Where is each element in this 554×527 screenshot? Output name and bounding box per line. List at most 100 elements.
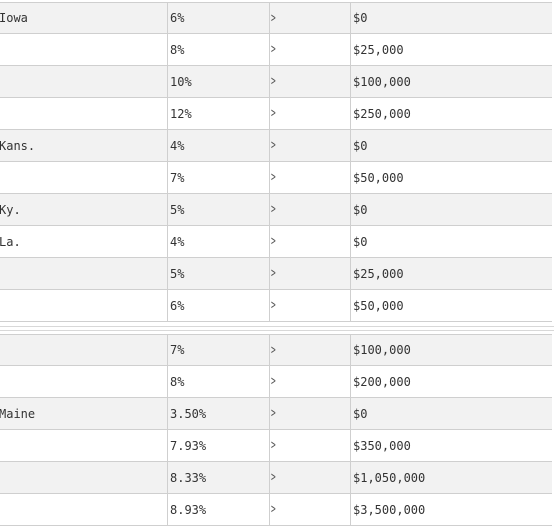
operator-cell-text: > <box>271 10 276 26</box>
rate-cell: 6% <box>167 3 269 33</box>
operator-cell-text: > <box>271 342 276 358</box>
operator-cell: > <box>269 366 350 397</box>
state-cell <box>0 258 167 289</box>
operator-cell: > <box>269 398 350 429</box>
state-cell <box>0 162 167 193</box>
state-cell: Kans. <box>0 130 167 161</box>
rate-cell: 8.33% <box>167 462 269 493</box>
operator-cell: > <box>269 462 350 493</box>
bracket-amount-cell: $250,000 <box>350 98 552 129</box>
operator-cell-text: > <box>271 470 276 485</box>
operator-cell-text: > <box>271 42 276 57</box>
state-cell-text: Ky. <box>0 202 21 217</box>
state-cell <box>0 366 167 397</box>
rate-cell-text: 3.50% <box>170 406 207 421</box>
state-cell-text: Kans. <box>0 138 36 153</box>
state-cell <box>0 494 167 525</box>
rate-cell-text: 6% <box>170 11 185 25</box>
operator-cell: > <box>269 98 350 129</box>
table-row: 5% > $25,000 <box>0 258 552 290</box>
operator-cell-text: > <box>271 202 276 217</box>
table-row: Ky. 5% > $0 <box>0 194 552 226</box>
operator-cell: > <box>269 335 350 365</box>
bracket-amount-cell-text: $0 <box>353 406 368 421</box>
bracket-amount-cell-text: $50,000 <box>353 170 404 185</box>
table-row: 12% > $250,000 <box>0 98 552 130</box>
table-row: 8.33% > $1,050,000 <box>0 462 552 494</box>
bracket-amount-cell: $3,500,000 <box>350 494 552 525</box>
bracket-amount-cell: $25,000 <box>350 34 552 65</box>
rate-cell-text: 8.93% <box>170 502 207 517</box>
bracket-amount-cell-text: $200,000 <box>353 374 411 389</box>
bracket-amount-cell-text: $350,000 <box>353 438 411 453</box>
operator-cell: > <box>269 162 350 193</box>
rate-cell-text: 7% <box>170 170 185 185</box>
state-cell-text: La. <box>0 234 21 249</box>
tax-table-top: Iowa 6% > $0 8% > $25,000 10% > $100,000 12% > $250,… <box>0 2 552 322</box>
rate-cell: 8% <box>167 34 269 65</box>
operator-cell-text: > <box>271 170 276 185</box>
operator-cell-text: > <box>271 234 276 249</box>
bracket-amount-cell: $350,000 <box>350 430 552 461</box>
rate-cell-text: 10% <box>170 74 192 89</box>
rate-cell-text: 7.93% <box>170 438 207 453</box>
bracket-amount-cell-text: $0 <box>353 202 368 217</box>
bracket-amount-cell: $0 <box>350 194 552 225</box>
operator-cell: > <box>269 130 350 161</box>
operator-cell-text: > <box>271 406 276 421</box>
state-cell <box>0 98 167 129</box>
operator-cell: > <box>269 258 350 289</box>
operator-cell: > <box>269 226 350 257</box>
rate-cell: 12% <box>167 98 269 129</box>
tax-table-bottom: 7% > $100,000 8% > $200,000 Maine 3.50% > $0 7.93%… <box>0 334 552 526</box>
bracket-amount-cell: $0 <box>350 398 552 429</box>
operator-cell: > <box>269 290 350 321</box>
table-row: 8% > $200,000 <box>0 366 552 398</box>
rate-cell: 5% <box>167 194 269 225</box>
state-cell <box>0 34 167 65</box>
bracket-amount-cell-text: $0 <box>353 11 368 25</box>
table-row: 8% > $25,000 <box>0 34 552 66</box>
operator-cell: > <box>269 494 350 525</box>
rate-cell: 7.93% <box>167 430 269 461</box>
state-cell <box>0 290 167 321</box>
rate-cell-text: 8.33% <box>170 470 207 485</box>
operator-cell-text: > <box>271 502 276 517</box>
rate-cell: 4% <box>167 130 269 161</box>
rate-cell: 8.93% <box>167 494 269 525</box>
operator-cell: > <box>269 430 350 461</box>
table-row: Kans. 4% > $0 <box>0 130 552 162</box>
bracket-amount-cell-text: $0 <box>353 234 368 249</box>
table-page-break <box>0 322 554 334</box>
operator-cell: > <box>269 66 350 97</box>
rate-cell-text: 7% <box>170 343 185 357</box>
bracket-amount-cell-text: $50,000 <box>353 298 404 313</box>
rate-cell-text: 6% <box>170 298 185 313</box>
bracket-amount-cell-text: $25,000 <box>353 266 404 281</box>
operator-cell: > <box>269 34 350 65</box>
operator-cell-text: > <box>271 74 276 89</box>
state-cell-text: Iowa <box>0 11 28 25</box>
operator-cell-text: > <box>271 374 276 389</box>
bracket-amount-cell: $25,000 <box>350 258 552 289</box>
table-row: Maine 3.50% > $0 <box>0 398 552 430</box>
operator-cell: > <box>269 3 350 33</box>
table-row: 6% > $50,000 <box>0 290 552 322</box>
table-row: 10% > $100,000 <box>0 66 552 98</box>
rate-cell: 5% <box>167 258 269 289</box>
table-row: Iowa 6% > $0 <box>0 2 552 34</box>
table-row: La. 4% > $0 <box>0 226 552 258</box>
bracket-amount-cell: $50,000 <box>350 290 552 321</box>
bracket-amount-cell: $100,000 <box>350 66 552 97</box>
rate-cell-text: 8% <box>170 42 185 57</box>
bracket-amount-cell-text: $0 <box>353 138 368 153</box>
bracket-amount-cell-text: $25,000 <box>353 42 404 57</box>
bracket-amount-cell: $50,000 <box>350 162 552 193</box>
operator-cell: > <box>269 194 350 225</box>
bracket-amount-cell-text: $1,050,000 <box>353 470 426 485</box>
rate-cell: 6% <box>167 290 269 321</box>
state-cell: Ky. <box>0 194 167 225</box>
rate-cell: 3.50% <box>167 398 269 429</box>
rate-cell: 8% <box>167 366 269 397</box>
table-row: 8.93% > $3,500,000 <box>0 494 552 526</box>
